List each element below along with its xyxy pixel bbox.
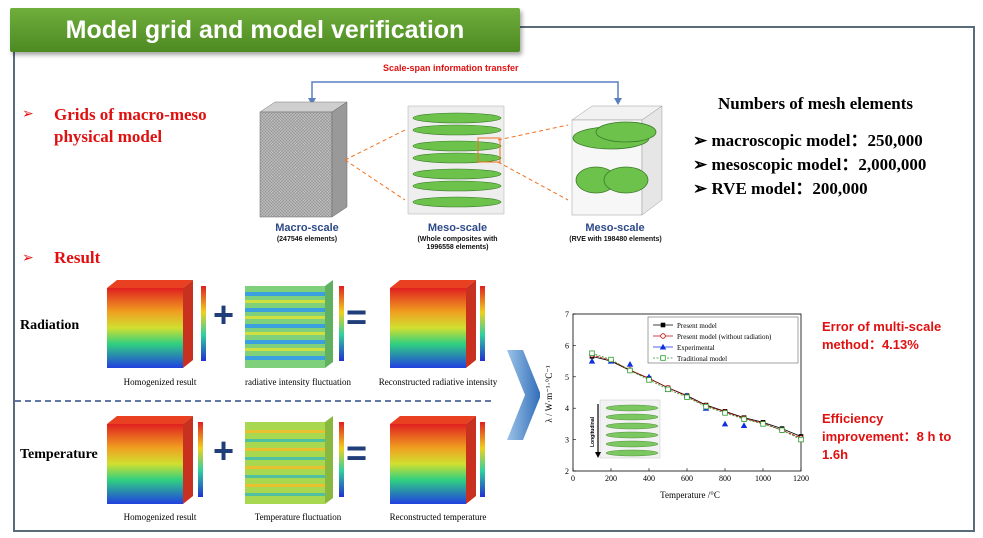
equals-operator: =: [346, 296, 368, 337]
longitudinal-inset: [595, 399, 661, 459]
transfer-bracket: [308, 81, 622, 105]
efficiency-note: Efficiency improvement：8 h to 1.6h: [822, 411, 952, 462]
data-point: [659, 343, 667, 350]
data-point: [608, 356, 614, 363]
data-point: [740, 422, 748, 428]
series-traditional-model: [589, 350, 804, 443]
legend-label: Present model: [677, 322, 717, 330]
plus-operator: +: [213, 294, 235, 335]
mesh-item-macro-text: macroscopic model：250,000: [711, 131, 923, 150]
y-tick-label: 7: [565, 310, 569, 319]
rve-model: [571, 105, 663, 216]
mesh-item-rve-text: RVE model：200,000: [711, 179, 868, 198]
data-point: [646, 377, 652, 383]
data-point: [626, 361, 634, 367]
scale-sub-macro: (247546 elements): [276, 236, 338, 243]
homogenized-temperature-cube: [107, 416, 203, 504]
row-separator: [15, 400, 493, 402]
caption-reconstructed-temperature: Reconstructed temperature: [389, 512, 487, 522]
legend-label: Experimental: [677, 344, 715, 352]
data-point: [660, 333, 666, 339]
mesh-item-meso-text: mesoscopic model：2,000,000: [711, 155, 927, 174]
x-tick-label: 200: [605, 474, 617, 483]
data-point: [703, 403, 709, 410]
chart-ylabel: λ / W·m⁻¹·°C⁻¹: [544, 365, 554, 423]
homogenized-radiation-cube: [107, 280, 206, 368]
scale-sub-rve: (RVE with 198480 elements): [569, 236, 662, 243]
x-tick-label: 800: [719, 474, 731, 483]
row-label-temperature: Temperature: [20, 447, 98, 462]
y-tick-label: 3: [565, 436, 569, 445]
result-arrow-icon: [507, 350, 541, 440]
reconstructed-radiation-cube: [390, 280, 485, 368]
data-point: [627, 367, 633, 374]
scale-title-rve: Meso-scale: [585, 222, 645, 234]
data-point: [798, 436, 804, 443]
scale-title-macro: Macro-scale: [275, 222, 339, 234]
series-line: [591, 354, 802, 439]
conductivity-chart: 0 200 400 600 800 1000 1200 2 3 4 5 6 7 Present mode…: [540, 304, 812, 504]
caption-reconstructed-radiative: Reconstructed radiative intensity: [378, 377, 498, 387]
data-point: [665, 386, 671, 393]
mesh-item-rve: ➢ RVE model：200,000: [693, 179, 868, 198]
transfer-label: Scale-span information transfer: [380, 63, 522, 73]
caption-homogenized-temperature: Homogenized result: [123, 512, 197, 522]
caption-radiative-fluctuation: radiative intensity fluctuation: [245, 377, 351, 387]
scale-sub-meso: (Whole composites with 1996558 elements): [417, 236, 498, 251]
grids-heading: Grids of macro-meso physical model: [54, 105, 207, 146]
data-point: [660, 355, 666, 361]
data-point: [741, 416, 747, 422]
bullet-arrow-icon: ➢: [22, 251, 34, 266]
series-line: [591, 352, 802, 440]
x-tick-label: 400: [643, 474, 655, 483]
legend-label: Present model (without radiation): [677, 333, 772, 341]
zoom-links: [344, 124, 569, 201]
chart-xlabel: Temperature /°C: [660, 490, 720, 500]
x-tick-label: 1200: [793, 474, 809, 483]
plus-operator: +: [213, 430, 235, 471]
data-point: [660, 322, 666, 328]
inset-label: Longitudinal: [590, 416, 596, 447]
page-title: Model grid and model verification: [10, 8, 520, 52]
y-tick-label: 4: [565, 404, 569, 413]
data-point: [589, 350, 595, 356]
y-tick-label: 2: [565, 467, 569, 476]
x-tick-label: 600: [681, 474, 693, 483]
x-tick-label: 1000: [755, 474, 771, 483]
mesh-item-macro: ➢ macroscopic model：250,000: [693, 131, 923, 150]
bullet-arrow-icon: ➢: [22, 107, 34, 122]
mesh-elements-title: Numbers of mesh elements: [718, 94, 913, 113]
data-point: [760, 421, 766, 427]
data-point: [721, 420, 729, 427]
data-point: [722, 410, 728, 416]
data-point: [684, 394, 690, 400]
caption-temperature-fluctuation: Temperature fluctuation: [254, 512, 342, 522]
meso-composite-model: [407, 105, 505, 215]
row-label-radiation: Radiation: [20, 318, 80, 333]
mesh-item-meso: ➢ mesoscopic model：2,000,000: [693, 155, 927, 174]
series-line: [591, 356, 802, 437]
caption-homogenized-radiation: Homogenized result: [123, 377, 197, 387]
x-tick-label: 0: [571, 474, 575, 483]
data-point: [779, 427, 785, 433]
scale-title-meso: Meso-scale: [427, 222, 488, 234]
error-note: Error of multi-scale method：4.13%: [822, 319, 942, 352]
legend-label: Traditional model: [677, 355, 727, 363]
equals-operator: =: [346, 432, 368, 473]
radiation-fluctuation-cube: [245, 280, 344, 368]
y-tick-label: 6: [565, 341, 569, 350]
macro-mesh-block: [259, 101, 348, 218]
y-tick-label: 5: [565, 373, 569, 382]
result-heading: Result: [54, 248, 101, 267]
temperature-fluctuation-cube: [245, 416, 344, 504]
reconstructed-temperature-cube: [390, 416, 485, 504]
data-point: [588, 357, 596, 364]
